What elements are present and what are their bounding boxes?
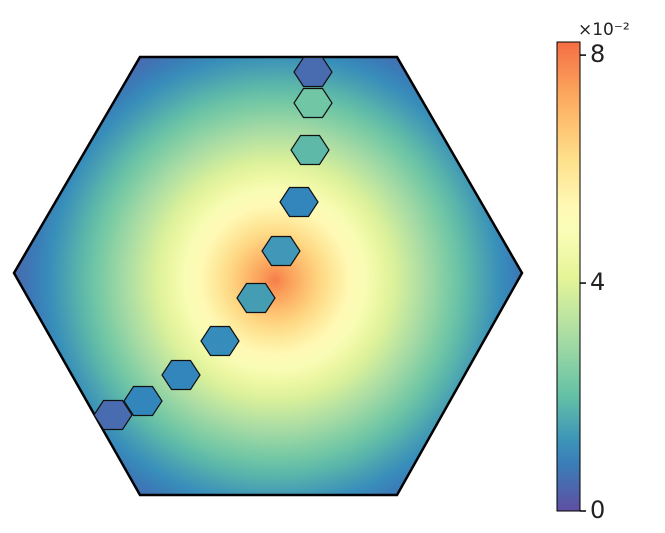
- marker-hex: [93, 399, 133, 431]
- marker-hex: [236, 282, 276, 314]
- colorbar: [556, 41, 581, 512]
- marker-hex: [293, 56, 333, 88]
- marker-hex: [200, 325, 240, 357]
- colorbar-offset: ×10⁻²: [578, 20, 630, 40]
- field: [12, 55, 524, 497]
- marker-hex: [261, 235, 301, 267]
- marker-hex: [279, 186, 319, 218]
- colorbar-tick-label: 8: [590, 40, 605, 68]
- colorbar-tick-label: 4: [590, 268, 605, 296]
- marker-hex: [290, 134, 330, 166]
- marker-hex: [161, 359, 201, 391]
- colorbar-tick-label: 0: [590, 496, 605, 524]
- marker-hex: [293, 87, 333, 119]
- marker-hex: [123, 385, 163, 417]
